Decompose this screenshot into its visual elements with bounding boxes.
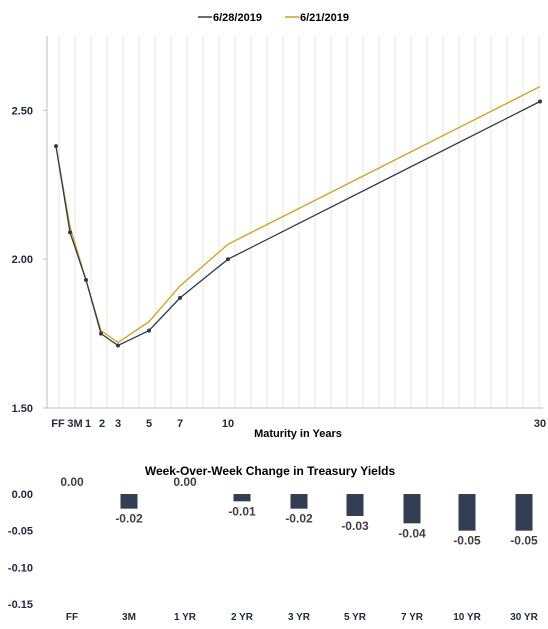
bar-category-label: 3 YR [288, 612, 311, 623]
bar-data-label: -0.02 [285, 512, 313, 526]
series-point [84, 278, 88, 283]
x-axis-label: Maturity in Years [254, 428, 342, 440]
bar-y-tick-label: -0.05 [8, 526, 33, 538]
bar [515, 494, 533, 531]
series-point [99, 331, 103, 336]
x-tick-label: 7 [177, 418, 183, 430]
series-line-b [55, 86, 541, 344]
line-chart-axes [43, 36, 543, 409]
x-tick-label: 3M [67, 418, 82, 430]
x-tick-label: 3 [115, 418, 121, 430]
series-point [147, 328, 151, 333]
bar-y-tick-label: 0.00 [12, 489, 33, 501]
legend-label-a: 6/28/2019 [213, 12, 262, 24]
line-chart-gridlines [58, 36, 540, 408]
series-line-a [55, 100, 541, 347]
bar-category-label: 3M [122, 612, 136, 623]
bar [120, 494, 138, 509]
bar-chart-y-ticks: 0.00 -0.05 -0.10 -0.15 [8, 489, 33, 611]
bar-chart-bars [120, 494, 533, 531]
x-tick-label: FF [51, 418, 65, 430]
bar-chart-title: Week-Over-Week Change in Treasury Yields [145, 464, 396, 478]
x-tick-label: 5 [146, 418, 152, 430]
x-tick-label: 2 [99, 418, 105, 430]
bar [233, 494, 251, 502]
bar-y-tick-label: -0.10 [8, 562, 33, 574]
bar-data-label: 0.00 [173, 475, 197, 489]
bar [403, 494, 421, 524]
y-tick-label: 1.50 [12, 403, 33, 415]
y-tick-label: 2.50 [12, 105, 33, 117]
bar-category-label: 10 YR [453, 612, 481, 623]
bar-category-label: FF [66, 612, 78, 623]
bar-category-label: 2 YR [231, 612, 254, 623]
series-point [226, 257, 230, 262]
bar-data-label: -0.05 [510, 534, 538, 548]
bar-category-label: 30 YR [510, 612, 538, 623]
bar-data-label: -0.04 [398, 526, 426, 540]
bar-data-label: -0.02 [115, 512, 143, 526]
line-chart-series [54, 86, 542, 348]
series-point [538, 99, 542, 104]
bar-data-label: -0.05 [453, 534, 481, 548]
bar [346, 494, 364, 516]
x-tick-label: 10 [222, 418, 234, 430]
bar-category-label: 7 YR [401, 612, 424, 623]
series-point [68, 230, 72, 235]
legend-label-b: 6/21/2019 [300, 12, 349, 24]
series-point [116, 343, 120, 348]
x-tick-label: 1 [85, 418, 91, 430]
bar-data-label: -0.03 [341, 519, 369, 533]
bar-category-label: 1 YR [174, 612, 197, 623]
x-tick-label: 30 [534, 418, 546, 430]
bar-category-label: 5 YR [344, 612, 367, 623]
legend: 6/28/2019 6/21/2019 [198, 12, 349, 24]
y-tick-label: 2.00 [12, 254, 33, 266]
bar-chart-categories: FF 3M 1 YR 2 YR 3 YR 5 YR 7 YR 10 YR 30 YR [66, 612, 539, 623]
bar-data-label: -0.01 [228, 504, 256, 518]
series-point [54, 144, 58, 149]
series-point [178, 295, 182, 300]
bar-y-tick-label: -0.15 [8, 599, 33, 611]
bar-chart-data-labels: 0.00 -0.02 0.00 -0.01 -0.02 -0.03 -0.04 -0.05 -0… [60, 475, 538, 548]
bar-data-label: 0.00 [60, 475, 84, 489]
bar [458, 494, 476, 531]
line-chart-tick-labels: 1.50 2.00 2.50 FF 3M 1 2 3 5 7 10 30 [12, 105, 547, 430]
bar [290, 494, 308, 509]
